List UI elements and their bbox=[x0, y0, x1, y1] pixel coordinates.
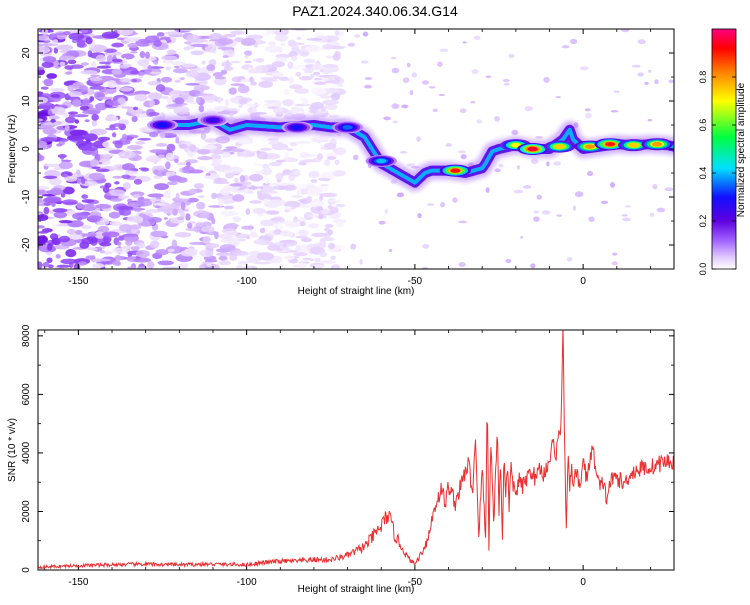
snr-x-tick-label: -100 bbox=[237, 577, 257, 588]
colorbar-gradient bbox=[711, 28, 737, 270]
spectrogram-y-tick-label: -20 bbox=[21, 237, 32, 252]
snr-x-axis-label: Height of straight line (km) bbox=[298, 584, 415, 595]
colorbar-tick-label: 0.0 bbox=[698, 263, 708, 276]
colorbar-tick-label: 0.2 bbox=[698, 215, 708, 228]
spectral-peak bbox=[554, 144, 565, 149]
snr-x-tick-label: -150 bbox=[68, 577, 88, 588]
snr-y-tick-label: 6000 bbox=[21, 383, 32, 406]
spectrogram-y-axis-label: Frequency (Hz) bbox=[7, 115, 18, 184]
spectrogram-y-tick-label: 20 bbox=[21, 47, 32, 59]
spectrogram-y-tick-label: 0 bbox=[21, 146, 32, 152]
snr-panel: -150 -100 -50 0 0 2000 4000 6000 8000 Height of … bbox=[7, 324, 675, 595]
spectral-ridge bbox=[146, 111, 674, 192]
spectral-noise-field bbox=[38, 29, 674, 269]
snr-x-tick-label: 0 bbox=[580, 577, 586, 588]
snr-frame bbox=[37, 329, 675, 571]
spectral-peak bbox=[604, 141, 616, 147]
spectrogram-x-tick-label: -150 bbox=[68, 276, 88, 287]
spectral-peak bbox=[450, 168, 461, 173]
colorbar-tick-label: 0.6 bbox=[698, 119, 708, 132]
spectral-peak bbox=[628, 142, 639, 148]
spectrogram-x-tick-label: -100 bbox=[237, 276, 257, 287]
spectrogram-y-tick-label: -10 bbox=[21, 189, 32, 204]
figure-title: PAZ1.2024.340.06.34.G14 bbox=[292, 3, 458, 19]
spectrogram-frame bbox=[37, 28, 675, 270]
colorbar: 0.0 0.2 0.4 0.6 0.8 Normalized spectral ampl… bbox=[698, 28, 747, 276]
spectral-peak bbox=[207, 117, 219, 123]
spectral-peak bbox=[652, 141, 663, 147]
spectrogram-x-tick-label: 0 bbox=[580, 276, 586, 287]
snr-y-axis-label: SNR (10 * v/v) bbox=[7, 418, 18, 482]
spectral-peak bbox=[376, 158, 387, 164]
snr-x-tick-label: -50 bbox=[408, 577, 423, 588]
snr-y-tick-label: 0 bbox=[21, 567, 32, 573]
spectral-peak bbox=[292, 125, 303, 130]
colorbar-ticks: 0.0 0.2 0.4 0.6 0.8 bbox=[698, 71, 736, 276]
spectral-peak bbox=[157, 122, 168, 128]
spectrogram-y-tick-label: 10 bbox=[21, 95, 32, 107]
snr-y-tick-label: 8000 bbox=[21, 324, 32, 347]
spectrogram-x-tick-label: -50 bbox=[408, 276, 423, 287]
spectral-peak bbox=[510, 142, 521, 148]
spectral-peak bbox=[342, 125, 353, 130]
colorbar-tick-label: 0.4 bbox=[698, 167, 708, 180]
spectrogram-x-axis-label: Height of straight line (km) bbox=[298, 286, 415, 297]
colorbar-label: Normalized spectral amplitude bbox=[736, 82, 747, 217]
snr-series-line bbox=[38, 330, 674, 570]
colorbar-tick-label: 0.8 bbox=[698, 71, 708, 84]
spectral-peak bbox=[527, 146, 538, 152]
snr-y-tick-label: 4000 bbox=[21, 441, 32, 464]
snr-y-tick-label: 2000 bbox=[21, 500, 32, 523]
spectral-peak bbox=[584, 144, 595, 149]
